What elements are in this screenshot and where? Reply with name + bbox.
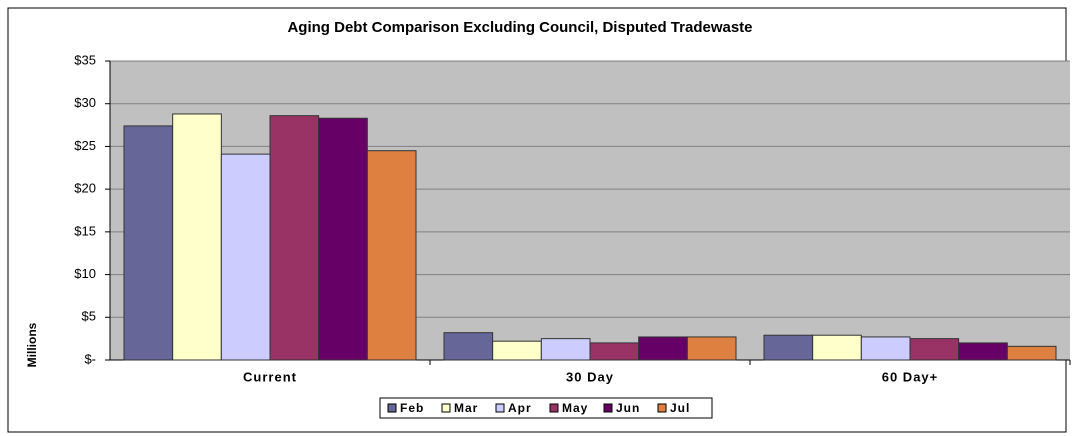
bar bbox=[366, 150, 417, 361]
bar bbox=[269, 115, 320, 361]
y-tick-label: $10 bbox=[74, 266, 96, 281]
legend-label: Feb bbox=[400, 401, 424, 415]
legend-swatch bbox=[657, 403, 667, 413]
y-tick-label: $- bbox=[84, 351, 96, 366]
x-tick-label: Current bbox=[243, 369, 297, 384]
legend-label: Jul bbox=[670, 401, 690, 415]
bar bbox=[958, 342, 1008, 361]
y-tick-label: $35 bbox=[74, 52, 96, 67]
bar bbox=[860, 336, 911, 361]
bar bbox=[1006, 345, 1057, 361]
chart-title: Aging Debt Comparison Excluding Council,… bbox=[287, 19, 752, 36]
legend-label: Mar bbox=[454, 401, 478, 415]
bar bbox=[763, 334, 814, 361]
legend-label: May bbox=[562, 401, 588, 415]
y-tick-label: $20 bbox=[74, 181, 96, 196]
bar bbox=[492, 340, 542, 361]
y-tick-label: $15 bbox=[74, 223, 96, 238]
bar bbox=[638, 336, 688, 361]
bar bbox=[812, 334, 862, 361]
bar bbox=[909, 338, 960, 361]
legend-swatch bbox=[387, 403, 397, 413]
y-axis-label: Millions bbox=[25, 322, 39, 367]
legend-swatch bbox=[603, 403, 613, 413]
y-tick-label: $30 bbox=[74, 95, 96, 110]
x-tick-label: 30 Day bbox=[566, 369, 614, 384]
bar bbox=[220, 153, 271, 361]
bar bbox=[686, 336, 737, 361]
bar bbox=[123, 125, 174, 361]
legend-swatch bbox=[549, 403, 559, 413]
y-tick-label: $25 bbox=[74, 138, 96, 153]
bar bbox=[172, 113, 222, 361]
bar bbox=[589, 342, 640, 361]
bar bbox=[540, 338, 591, 361]
bar bbox=[443, 332, 494, 361]
legend-box bbox=[379, 397, 713, 419]
legend-swatch bbox=[441, 403, 451, 413]
y-tick-label: $5 bbox=[82, 309, 96, 324]
legend-label: Apr bbox=[508, 401, 532, 415]
legend-swatch bbox=[495, 403, 505, 413]
legend-label: Jun bbox=[616, 401, 640, 415]
bar bbox=[318, 117, 368, 361]
x-tick-label: 60 Day+ bbox=[882, 369, 939, 384]
